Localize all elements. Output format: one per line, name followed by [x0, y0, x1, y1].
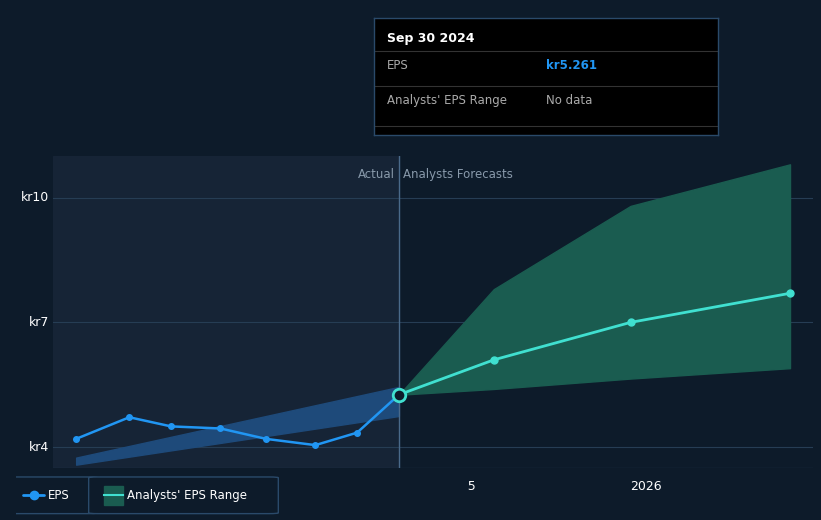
Text: Analysts' EPS Range: Analysts' EPS Range: [127, 489, 247, 502]
Text: kr4: kr4: [30, 440, 49, 453]
Text: 2026: 2026: [630, 479, 662, 492]
Text: Actual: Actual: [358, 168, 395, 181]
Text: EPS: EPS: [388, 59, 409, 72]
Text: Sep 30 2024: Sep 30 2024: [388, 32, 475, 45]
Text: kr5.261: kr5.261: [546, 59, 597, 72]
Text: Analysts Forecasts: Analysts Forecasts: [402, 168, 512, 181]
Text: 2023: 2023: [60, 479, 92, 492]
Text: 2024: 2024: [242, 479, 274, 492]
Text: kr7: kr7: [30, 316, 49, 329]
Text: 2025: 2025: [444, 479, 475, 492]
Bar: [104, 486, 122, 505]
Text: kr10: kr10: [21, 191, 49, 204]
Text: Analysts' EPS Range: Analysts' EPS Range: [388, 94, 507, 107]
FancyBboxPatch shape: [7, 477, 98, 514]
Text: No data: No data: [546, 94, 592, 107]
Bar: [53, 156, 399, 468]
FancyBboxPatch shape: [89, 477, 278, 514]
Text: EPS: EPS: [48, 489, 70, 502]
